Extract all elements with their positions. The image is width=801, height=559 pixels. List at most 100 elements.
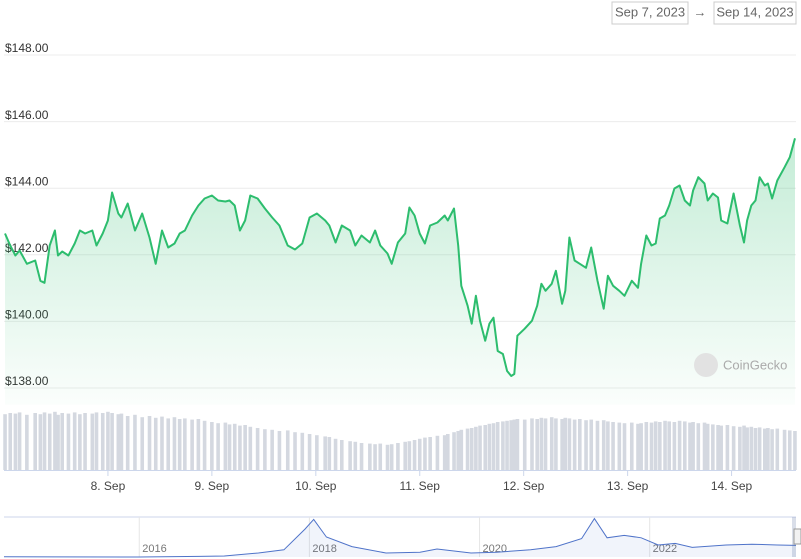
volume-bar <box>38 414 43 470</box>
volume-bar <box>501 421 505 470</box>
navigator-area <box>4 518 796 557</box>
volume-bar <box>42 412 47 470</box>
volume-bar <box>793 431 797 470</box>
volume-bar <box>227 424 232 470</box>
volume-bar <box>469 428 474 470</box>
volume-bar <box>535 419 539 470</box>
volume-bar <box>47 413 52 470</box>
price-line <box>4 138 796 377</box>
volume-bar <box>232 423 237 470</box>
volume-bar <box>595 420 600 470</box>
volume-bar <box>385 444 390 470</box>
volume-bar <box>465 428 470 470</box>
volume-bar <box>263 429 267 470</box>
volume-bar <box>672 422 677 470</box>
volume-bar <box>412 440 417 470</box>
range-to-box[interactable] <box>713 1 797 25</box>
volume-bar <box>140 417 145 470</box>
volume-bar <box>3 414 7 470</box>
volume-bar <box>160 416 164 470</box>
volume-bar <box>255 428 260 470</box>
volume-bar <box>435 435 440 470</box>
x-tick-label: 12. Sep <box>503 479 545 493</box>
range-from-box[interactable] <box>611 1 689 25</box>
volume-bar <box>243 425 247 470</box>
volume-bar <box>285 430 290 470</box>
volume-bar <box>53 411 57 470</box>
volume-bar <box>696 423 701 470</box>
volume-bar <box>725 425 730 470</box>
volume-bar <box>270 429 274 470</box>
volume-bar <box>653 421 658 470</box>
volume-bar <box>617 422 622 470</box>
y-tick-label: $142.00 <box>5 241 49 255</box>
range-from[interactable]: Sep 7, 2023 <box>615 4 685 19</box>
volume-bar <box>606 421 610 470</box>
volume-bar <box>378 443 383 470</box>
volume-bar <box>210 422 214 470</box>
volume-bar <box>396 443 400 470</box>
volume-bar <box>560 419 564 470</box>
volume-bar <box>629 422 634 470</box>
volume-bar <box>389 444 394 470</box>
volume-bar <box>456 431 461 470</box>
volume-bar <box>60 413 65 470</box>
volume-bar <box>90 413 95 470</box>
navigator-line <box>3 517 797 558</box>
volume-bar <box>100 413 105 470</box>
volume-bar <box>649 422 654 470</box>
volume-bar <box>512 419 517 470</box>
volume-bar <box>183 418 187 470</box>
volume-bar <box>563 417 568 470</box>
volume-bar <box>25 414 29 470</box>
volume-bar <box>166 418 171 470</box>
volume-bar <box>622 423 627 470</box>
volume-bar <box>567 418 572 470</box>
x-tick-label: 9. Sep <box>195 479 230 493</box>
volume-bar <box>474 426 478 470</box>
volume-bar <box>543 418 548 470</box>
y-tick-label: $148.00 <box>5 41 49 55</box>
volume-bar <box>8 413 13 470</box>
volume-bar <box>766 428 770 470</box>
volume-bar <box>353 441 358 470</box>
volume-bar <box>601 420 606 470</box>
volume-bar <box>373 444 377 470</box>
range-to[interactable]: Sep 14, 2023 <box>716 4 793 19</box>
volume-bar <box>307 434 312 470</box>
volume-bar <box>119 413 124 470</box>
volume-bar <box>763 428 767 470</box>
volume-bar <box>589 419 594 470</box>
volume-bar <box>509 420 514 470</box>
volume-bar <box>147 416 152 470</box>
volume-bar <box>691 422 695 470</box>
volume-bar <box>333 438 338 470</box>
volume-bar <box>327 437 332 470</box>
volume-bar <box>515 419 520 470</box>
volume-bar <box>711 424 715 470</box>
volume-bar <box>658 422 662 470</box>
volume-bar <box>106 411 110 470</box>
volume-bar <box>125 416 130 470</box>
volume-bar <box>110 413 114 470</box>
volume-bar <box>196 419 201 470</box>
volume-bar <box>539 417 544 470</box>
volume-bar <box>578 419 582 470</box>
volume-bar <box>487 423 492 470</box>
volume-bar <box>403 441 407 470</box>
volume-bar <box>348 441 352 470</box>
volume-bar <box>223 422 228 470</box>
x-tick-label: 13. Sep <box>607 479 649 493</box>
volume-bar <box>459 429 464 470</box>
volume-bar <box>72 412 77 470</box>
volume-bar <box>56 414 60 470</box>
volume-bar <box>428 437 432 470</box>
volume-bar <box>442 435 447 470</box>
volume-bar <box>153 417 158 470</box>
volume-bar <box>719 425 723 470</box>
volume-bar <box>94 412 99 470</box>
volume-bar <box>323 436 327 470</box>
volume-bar <box>133 414 137 470</box>
navigator-handle[interactable] <box>793 528 801 545</box>
